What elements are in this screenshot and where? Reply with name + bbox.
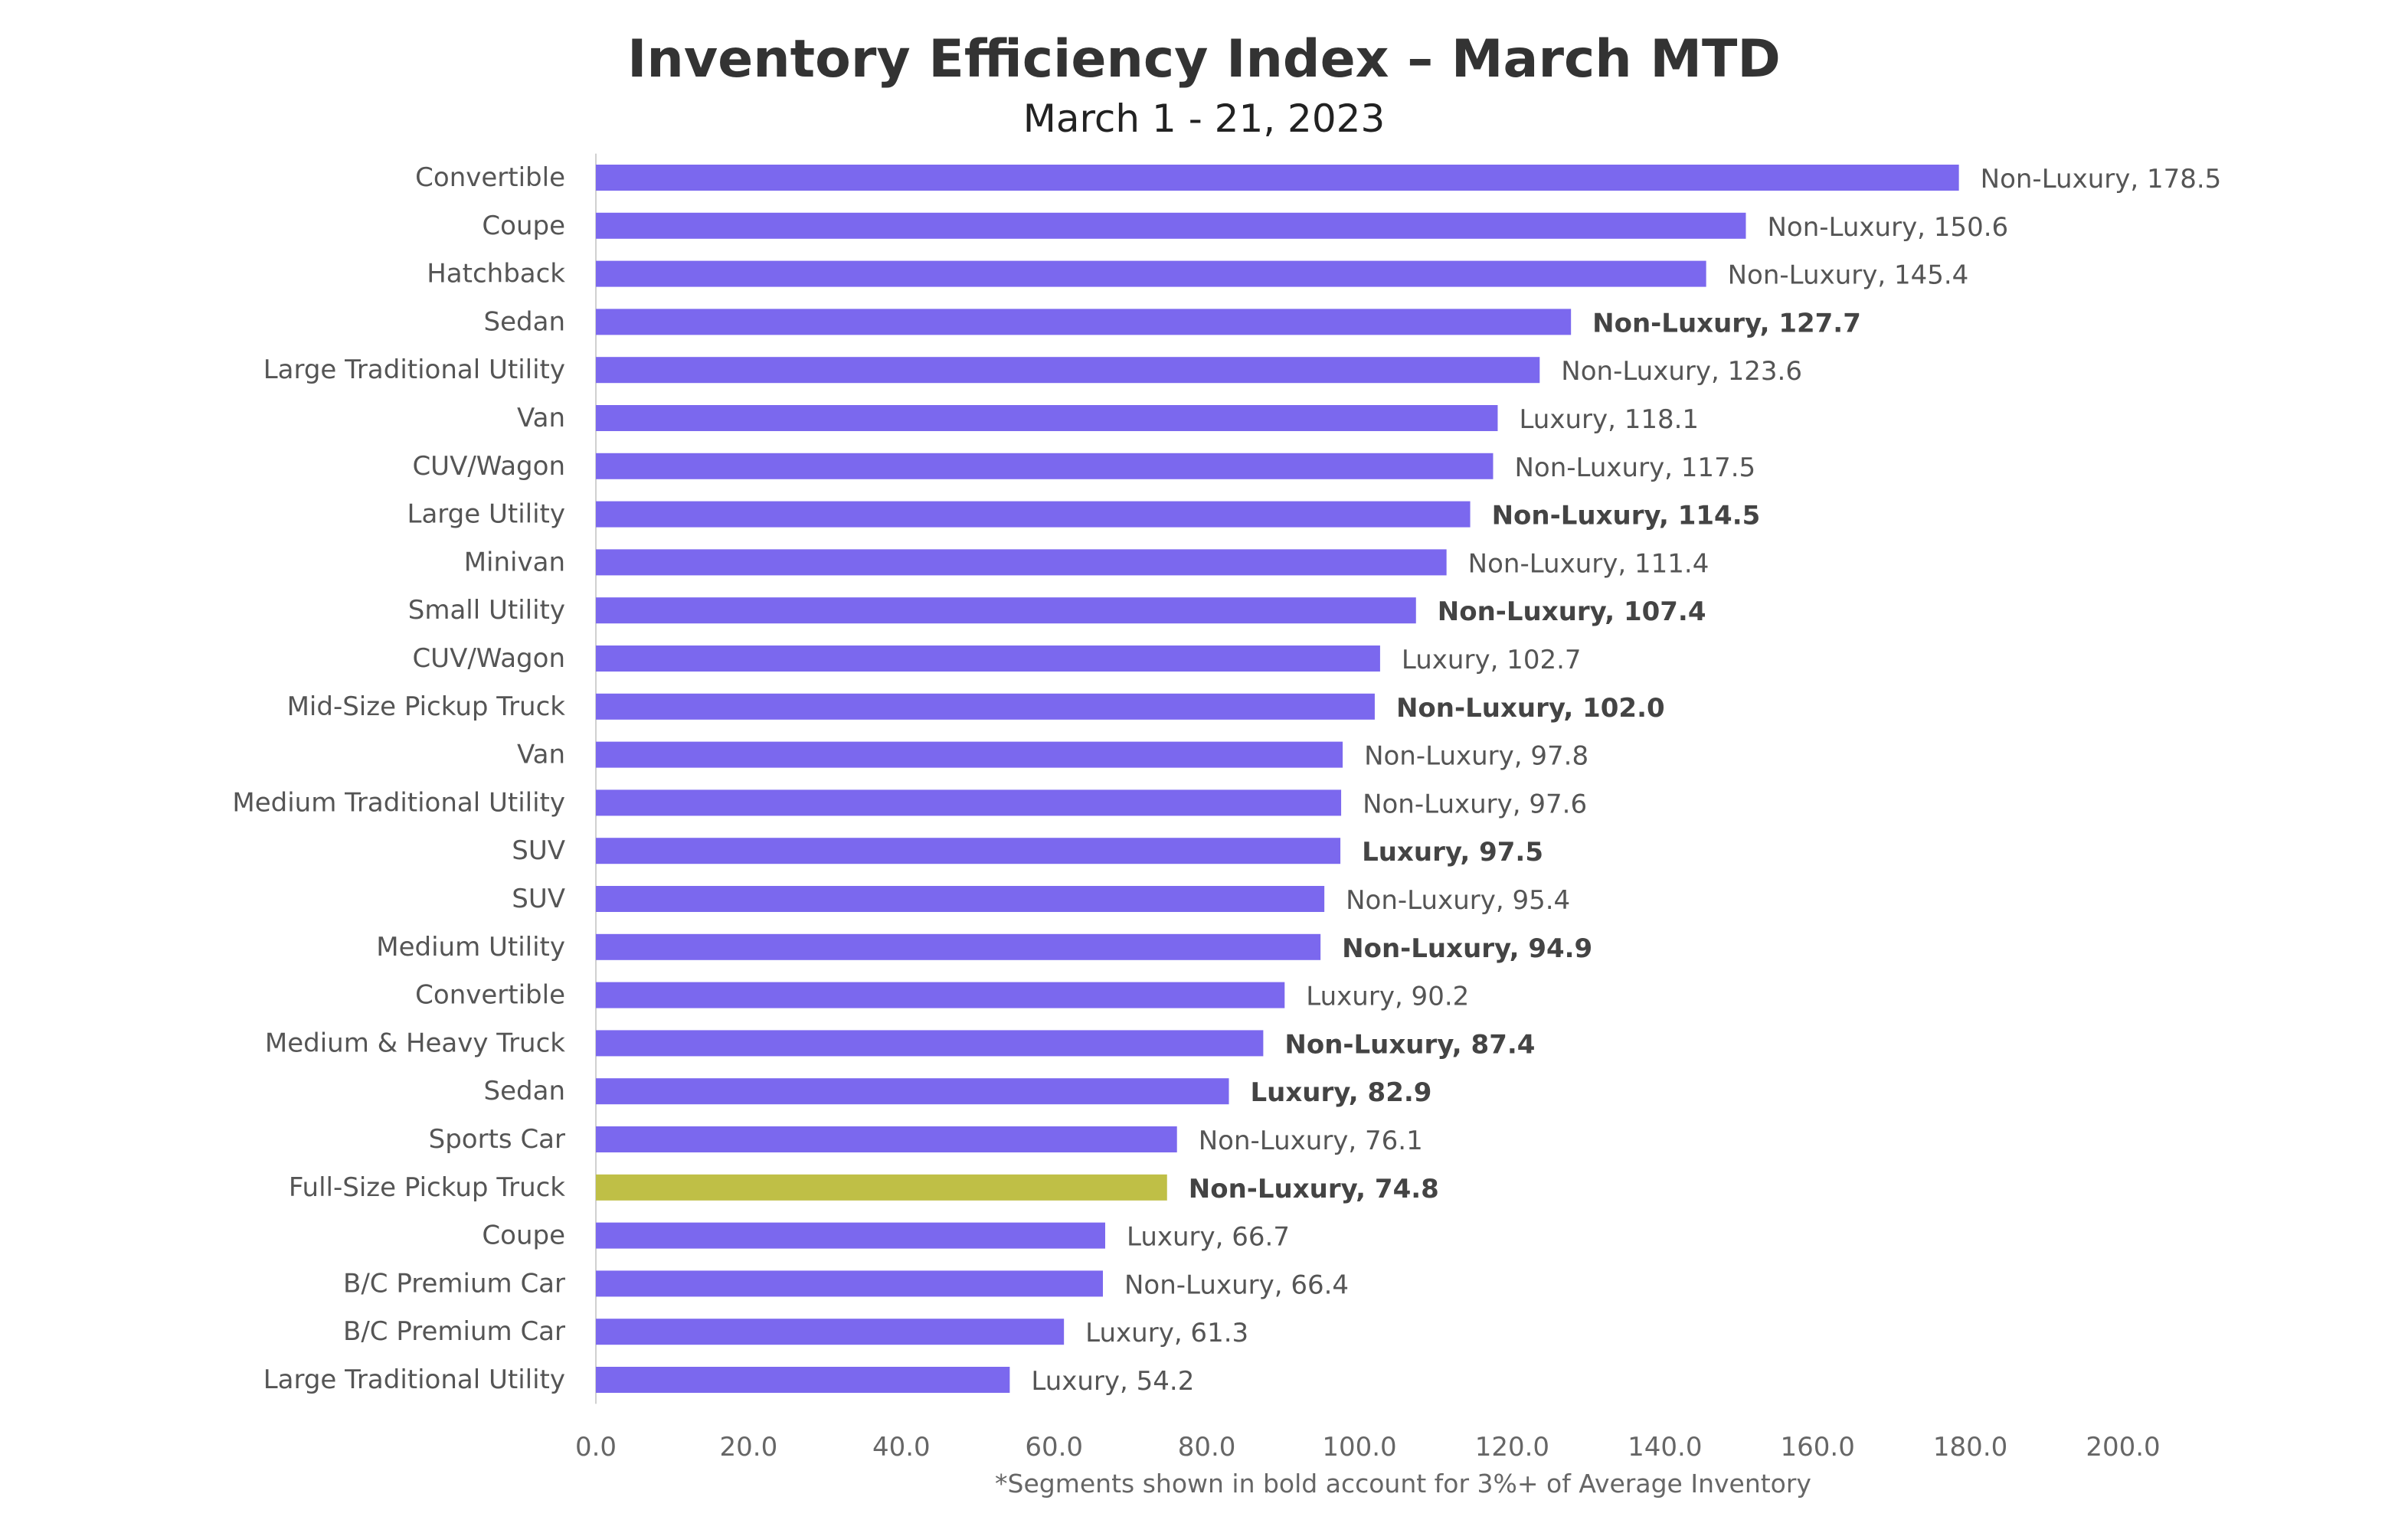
data-label-19: Non-Luxury, 87.4 xyxy=(1284,1029,1535,1060)
data-label-26: Luxury, 54.2 xyxy=(1031,1366,1194,1397)
category-label-24: B/C Premium Car xyxy=(343,1268,565,1299)
data-label-15: Luxury, 97.5 xyxy=(1362,837,1543,868)
bar-4 xyxy=(596,309,1572,335)
x-tick-label-10: 180.0 xyxy=(1933,1432,2007,1463)
category-label-3: Hatchback xyxy=(427,259,565,289)
bar-2 xyxy=(596,212,1746,239)
bar-1 xyxy=(596,165,1959,191)
category-label-21: Sports Car xyxy=(429,1124,565,1155)
chart-subtitle: March 1 - 21, 2023 xyxy=(1022,96,1386,141)
bar-11 xyxy=(596,645,1380,672)
category-label-2: Coupe xyxy=(482,211,565,241)
bar-10 xyxy=(596,597,1416,624)
data-label-18: Luxury, 90.2 xyxy=(1306,982,1469,1012)
category-label-12: Mid-Size Pickup Truck xyxy=(287,691,566,722)
data-label-22: Non-Luxury, 74.8 xyxy=(1189,1174,1439,1204)
category-label-25: B/C Premium Car xyxy=(343,1316,565,1347)
category-label-20: Sedan xyxy=(484,1076,565,1106)
bar-16 xyxy=(596,886,1325,912)
data-label-9: Non-Luxury, 111.4 xyxy=(1468,548,1709,579)
bar-19 xyxy=(596,1030,1264,1057)
bar-23 xyxy=(596,1222,1105,1249)
x-tick-label-7: 120.0 xyxy=(1475,1432,1549,1463)
bar-5 xyxy=(596,357,1540,384)
bar-6 xyxy=(596,405,1498,431)
data-label-8: Non-Luxury, 114.5 xyxy=(1492,501,1761,531)
category-label-15: SUV xyxy=(512,835,565,866)
category-label-9: Minivan xyxy=(464,547,565,577)
x-tick-label-5: 80.0 xyxy=(1178,1432,1236,1463)
category-label-18: Convertible xyxy=(415,980,565,1011)
bar-8 xyxy=(596,501,1471,528)
data-label-24: Non-Luxury, 66.4 xyxy=(1124,1270,1349,1300)
bar-3 xyxy=(596,260,1706,287)
x-tick-label-3: 40.0 xyxy=(872,1432,931,1463)
category-label-7: CUV/Wagon xyxy=(412,451,565,482)
bar-7 xyxy=(596,453,1494,479)
data-label-25: Luxury, 61.3 xyxy=(1085,1318,1248,1348)
chart-title: Inventory Efficiency Index – March MTD xyxy=(627,29,1781,90)
data-label-4: Non-Luxury, 127.7 xyxy=(1592,308,1861,338)
data-label-17: Non-Luxury, 94.9 xyxy=(1342,933,1592,964)
category-label-5: Large Traditional Utility xyxy=(263,355,565,385)
x-tick-label-2: 20.0 xyxy=(720,1432,778,1463)
x-tick-label-6: 100.0 xyxy=(1322,1432,1396,1463)
bar-15 xyxy=(596,838,1341,864)
data-label-10: Non-Luxury, 107.4 xyxy=(1438,596,1706,627)
category-label-14: Medium Traditional Utility xyxy=(232,787,565,818)
category-label-1: Convertible xyxy=(415,162,565,193)
category-label-8: Large Utility xyxy=(407,499,565,530)
bar-9 xyxy=(596,549,1447,576)
category-label-23: Coupe xyxy=(482,1221,565,1251)
category-labels: Convertible Coupe Hatchback Sedan Large Trad… xyxy=(232,162,565,1395)
category-label-6: Van xyxy=(517,403,565,433)
data-label-2: Non-Luxury, 150.6 xyxy=(1767,212,2008,243)
category-label-19: Medium & Heavy Truck xyxy=(265,1028,565,1058)
category-label-11: CUV/Wagon xyxy=(412,643,565,674)
x-tick-label-8: 140.0 xyxy=(1628,1432,1702,1463)
category-label-13: Van xyxy=(517,740,565,770)
data-label-20: Luxury, 82.9 xyxy=(1251,1077,1432,1108)
data-label-6: Luxury, 118.1 xyxy=(1519,404,1699,435)
bar-25 xyxy=(596,1319,1065,1345)
bars-group xyxy=(596,165,1959,1393)
category-label-10: Small Utility xyxy=(408,595,565,626)
bar-24 xyxy=(596,1270,1104,1297)
x-tick-label-4: 60.0 xyxy=(1025,1432,1083,1463)
bar-12 xyxy=(596,693,1375,720)
bar-17 xyxy=(596,933,1321,960)
bar-13 xyxy=(596,741,1343,768)
data-labels: Non-Luxury, 178.5 Non-Luxury, 150.6 Non-Lu… xyxy=(1031,164,2221,1397)
chart-footnote: *Segments shown in bold account for 3%+ … xyxy=(995,1469,1811,1498)
data-label-11: Luxury, 102.7 xyxy=(1402,645,1582,675)
bar-20 xyxy=(596,1078,1229,1105)
x-tick-label-11: 200.0 xyxy=(2086,1432,2160,1463)
category-label-16: SUV xyxy=(512,884,565,914)
data-label-21: Non-Luxury, 76.1 xyxy=(1199,1126,1423,1156)
category-label-26: Large Traditional Utility xyxy=(263,1364,565,1395)
bar-22 xyxy=(596,1174,1167,1201)
data-label-12: Non-Luxury, 102.0 xyxy=(1396,693,1665,724)
x-axis-ticks: 0.0 20.0 40.0 60.0 80.0 100.0 120.0 140.0 160.0 1… xyxy=(575,1432,2161,1463)
data-label-16: Non-Luxury, 95.4 xyxy=(1346,885,1570,916)
x-tick-label-1: 0.0 xyxy=(575,1432,617,1463)
x-tick-label-9: 160.0 xyxy=(1781,1432,1855,1463)
data-label-23: Luxury, 66.7 xyxy=(1127,1222,1290,1253)
bar-14 xyxy=(596,789,1342,816)
data-label-13: Non-Luxury, 97.8 xyxy=(1364,741,1588,772)
category-label-17: Medium Utility xyxy=(376,932,565,962)
data-label-7: Non-Luxury, 117.5 xyxy=(1514,453,1755,483)
bar-21 xyxy=(596,1126,1177,1152)
data-label-3: Non-Luxury, 145.4 xyxy=(1728,260,1969,291)
data-label-5: Non-Luxury, 123.6 xyxy=(1561,356,1802,387)
category-label-22: Full-Size Pickup Truck xyxy=(289,1172,565,1203)
category-label-4: Sedan xyxy=(484,306,565,337)
data-label-14: Non-Luxury, 97.6 xyxy=(1363,789,1587,819)
bar-18 xyxy=(596,982,1285,1008)
data-label-1: Non-Luxury, 178.5 xyxy=(1981,164,2222,194)
bar-26 xyxy=(596,1367,1010,1393)
